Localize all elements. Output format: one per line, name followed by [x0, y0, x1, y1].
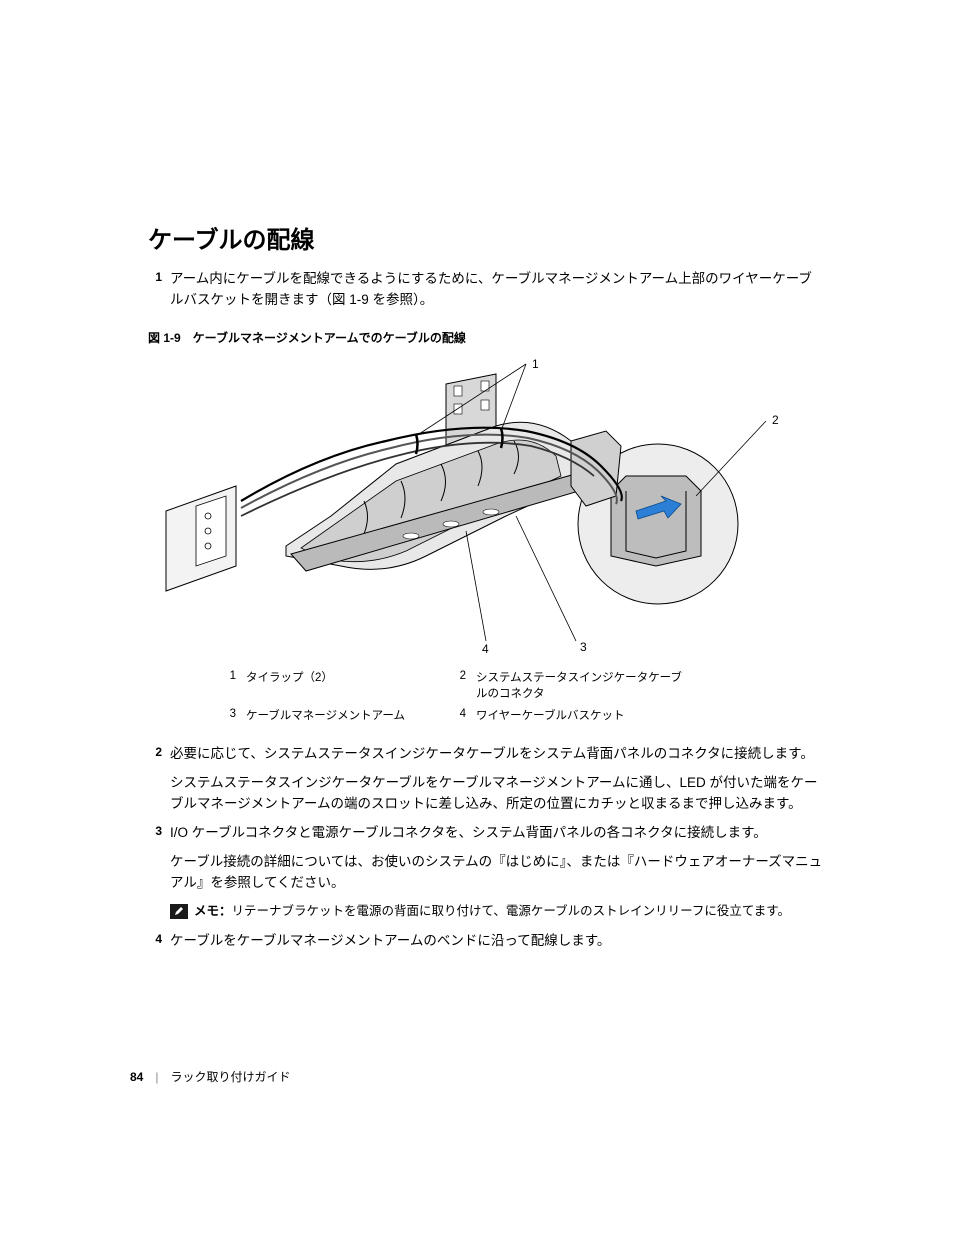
note-block: メモ：リテーナブラケットを電源の背面に取り付けて、電源ケーブルのストレインリリー…: [170, 902, 824, 921]
step-number: 1: [148, 269, 170, 311]
callout-row: 3 ケーブルマネージメントアーム 4 ワイヤーケーブルバスケット: [226, 708, 746, 724]
step-text-continuation: システムステータスインジケータケーブルをケーブルマネージメントアームに通し、LE…: [170, 773, 824, 815]
step-number: 2: [148, 744, 170, 765]
step-text: 必要に応じて、システムステータスインジケータケーブルをシステム背面パネルのコネク…: [170, 744, 824, 765]
step-number: 4: [148, 931, 170, 952]
step-text: アーム内にケーブルを配線できるようにするために、ケーブルマネージメントアーム上部…: [170, 269, 824, 311]
callout-number-2: 2: [772, 413, 779, 427]
page-number: 84: [130, 1070, 143, 1084]
footer-separator: |: [155, 1070, 158, 1084]
rack-bracket: [166, 486, 236, 591]
footer-title: ラック取り付けガイド: [170, 1068, 290, 1085]
step-text-continuation: ケーブル接続の詳細については、お使いのシステムの『はじめに』、または『ハードウェ…: [170, 852, 824, 894]
callout-number: 3: [226, 708, 246, 724]
cable-management-arm-illustration: 1 2 3 4: [156, 356, 816, 656]
page-footer: 84 | ラック取り付けガイド: [130, 1068, 291, 1085]
step-4: 4 ケーブルをケーブルマネージメントアームのベンドに沿って配線します。: [148, 931, 824, 952]
step-text: I/O ケーブルコネクタと電源ケーブルコネクタを、システム背面パネルの各コネクタ…: [170, 823, 824, 844]
figure-label: 図 1-9 ケーブルマネージメントアームでのケーブルの配線: [148, 329, 824, 346]
cable-arm-body: [286, 374, 621, 571]
step-3: 3 I/O ケーブルコネクタと電源ケーブルコネクタを、システム背面パネルの各コネ…: [148, 823, 824, 844]
callout-number: 2: [456, 670, 476, 702]
callout-number: 4: [456, 708, 476, 724]
callout-text: ワイヤーケーブルバスケット: [476, 708, 686, 724]
page-title: ケーブルの配線: [148, 220, 824, 255]
pencil-icon: [170, 904, 188, 919]
step-2: 2 必要に応じて、システムステータスインジケータケーブルをシステム背面パネルのコ…: [148, 744, 824, 765]
step-number: 3: [148, 823, 170, 844]
note-body: リテーナブラケットを電源の背面に取り付けて、電源ケーブルのストレインリリーフに役…: [232, 904, 791, 918]
callout-text: システムステータスインジケータケーブルのコネクタ: [476, 670, 686, 702]
step-text: ケーブルをケーブルマネージメントアームのベンドに沿って配線します。: [170, 931, 824, 952]
callout-number-1: 1: [532, 357, 539, 371]
callout-text: ケーブルマネージメントアーム: [246, 708, 456, 724]
page-content: ケーブルの配線 1 アーム内にケーブルを配線できるようにするために、ケーブルマネ…: [0, 0, 954, 1020]
callout-number: 1: [226, 670, 246, 702]
figure-diagram: 1 2 3 4: [156, 356, 816, 656]
callout-legend: 1 タイラップ（2） 2 システムステータスインジケータケーブルのコネクタ 3 …: [226, 670, 746, 724]
callout-row: 1 タイラップ（2） 2 システムステータスインジケータケーブルのコネクタ: [226, 670, 746, 702]
note-text: メモ：リテーナブラケットを電源の背面に取り付けて、電源ケーブルのストレインリリー…: [194, 902, 790, 921]
callout-number-3: 3: [580, 640, 587, 654]
step-1: 1 アーム内にケーブルを配線できるようにするために、ケーブルマネージメントアーム…: [148, 269, 824, 311]
callout-number-4: 4: [482, 642, 489, 656]
note-label: メモ：: [194, 904, 232, 918]
callout-text: タイラップ（2）: [246, 670, 456, 702]
